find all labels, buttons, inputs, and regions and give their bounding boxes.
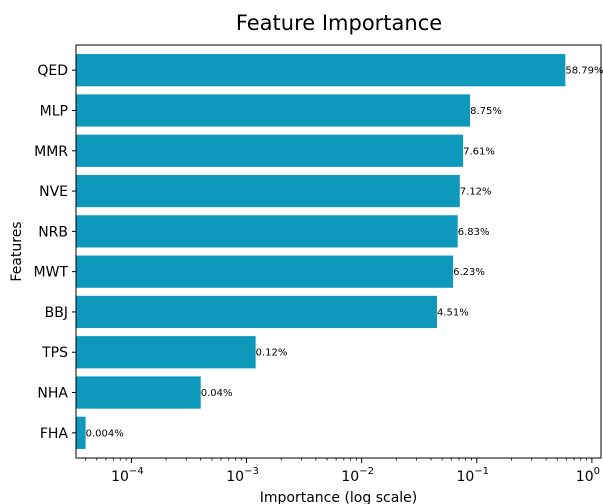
category-labels: QED MLP MMR NVE NRB MWT BBJ TPS NHA FHA [34, 63, 76, 442]
data-label: 8.75% [470, 106, 502, 117]
x-axis-ticks: 10−4 10−3 10−2 10−1 100 [85, 458, 600, 485]
category-label: NHA [37, 386, 68, 402]
bar-mmr [76, 134, 464, 167]
category-label: MMR [34, 144, 68, 160]
bar-nha [76, 376, 201, 409]
data-label: 7.12% [460, 187, 492, 198]
bar-nrb [76, 215, 458, 248]
category-label: MWT [34, 265, 69, 281]
category-label: NRB [38, 224, 68, 240]
data-label: 0.04% [201, 388, 233, 399]
data-labels: 58.79% 8.75% 7.61% 7.12% 6.83% 6.23% 4.51% 0.12… [86, 66, 603, 440]
data-label: 7.61% [463, 146, 495, 157]
bar-bbj [76, 295, 437, 329]
category-label: QED [37, 63, 68, 79]
x-axis-label: Importance (log scale) [260, 490, 417, 504]
data-label: 6.83% [458, 227, 490, 238]
category-label: NVE [39, 184, 68, 200]
category-label: TPS [41, 345, 68, 361]
x-tick-label: 10−3 [226, 466, 259, 485]
y-axis-label: Features [9, 221, 25, 281]
bars-group [76, 54, 566, 449]
bar-nve [76, 174, 460, 208]
data-label: 58.79% [565, 66, 603, 77]
data-label: 0.004% [86, 428, 124, 439]
category-label: MLP [40, 103, 68, 119]
bar-tps [76, 336, 256, 369]
bar-mwt [76, 255, 454, 288]
x-tick-label: 10−4 [111, 466, 144, 485]
plot-frame [75, 44, 602, 459]
x-tick-label: 10−2 [341, 466, 374, 485]
data-label: 4.51% [437, 307, 469, 318]
data-label: 0.12% [256, 348, 288, 359]
bar-qed [76, 54, 566, 87]
chart-title: Feature Importance [236, 11, 442, 35]
data-label: 6.23% [453, 267, 485, 278]
bar-fha [76, 416, 86, 449]
x-tick-label: 10−1 [456, 466, 489, 485]
category-label: BBJ [45, 305, 68, 321]
category-label: FHA [40, 426, 69, 442]
bar-mlp [76, 94, 471, 127]
x-tick-label: 100 [576, 466, 600, 485]
